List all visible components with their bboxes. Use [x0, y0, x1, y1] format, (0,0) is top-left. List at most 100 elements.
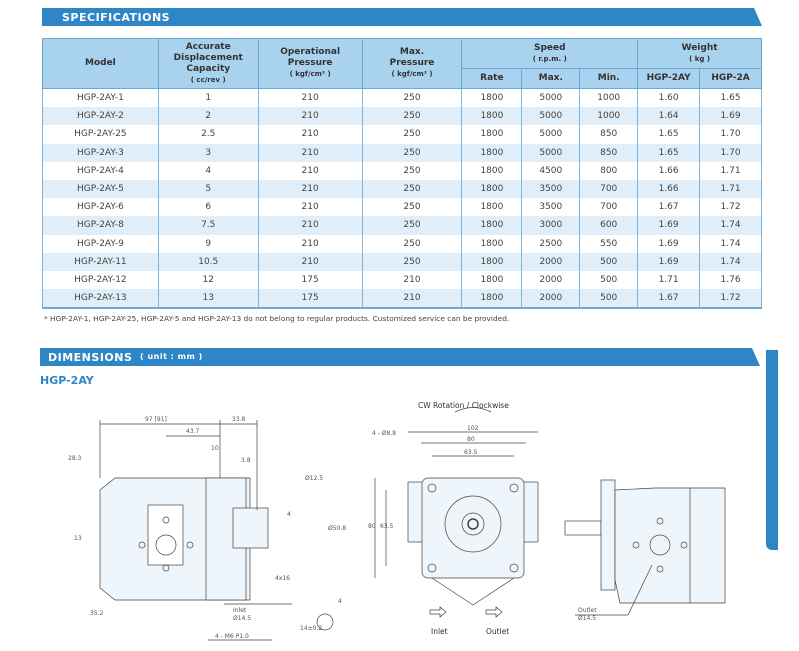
table-cell: 1.74: [699, 216, 762, 235]
table-cell: 210: [257, 198, 363, 217]
dim-label: Ø14.5: [578, 615, 596, 622]
table-cell: 10.5: [157, 252, 259, 271]
table-cell: 1.71: [699, 179, 762, 199]
table-cell: 210: [257, 143, 363, 162]
table-cell: 1.69: [637, 234, 701, 253]
table-cell: 1.67: [637, 198, 701, 217]
table-cell: 1.74: [699, 234, 762, 253]
table-cell: 250: [361, 179, 463, 199]
table-cell: 500: [579, 270, 639, 290]
dim-label: 3.8: [241, 457, 251, 464]
dim-label: 10: [211, 445, 219, 452]
dim-label: 28.3: [68, 455, 82, 462]
table-cell: 250: [361, 143, 463, 162]
table-cell: 2000: [521, 289, 581, 310]
table-row: HGP-2AY-5 5 210 250 1800 3500 700 1.66 1.71: [42, 179, 762, 199]
table-cell: 250: [361, 216, 463, 235]
table-cell: HGP-2AY-8: [42, 216, 159, 235]
table-cell: 7.5: [157, 216, 259, 235]
table-cell: HGP-2AY-4: [42, 161, 159, 180]
header-displacement: Accurate Displacement Capacity( cc/rev ): [157, 38, 259, 89]
table-cell: HGP-2AY-9: [42, 234, 159, 253]
table-cell: 850: [579, 143, 639, 162]
table-row: HGP-2AY-12 12 175 210 1800 2000 500 1.71 1.76: [42, 270, 762, 290]
table-cell: 6: [157, 198, 259, 217]
dimensions-header: DIMENSIONS ( unit : mm ): [40, 348, 760, 366]
table-cell: 1: [157, 88, 259, 108]
table-cell: 2: [157, 107, 259, 126]
table-cell: 1.69: [637, 216, 701, 235]
table-cell: 210: [257, 179, 363, 199]
dim-label: Ø12.5: [305, 475, 323, 482]
table-row: HGP-2AY-6 6 210 250 1800 3500 700 1.67 1.72: [42, 198, 762, 217]
table-cell: 250: [361, 107, 463, 126]
table-cell: HGP-2AY-5: [42, 179, 159, 199]
header-weight-2a: HGP-2A: [699, 68, 762, 89]
table-cell: HGP-2AY-1: [42, 88, 159, 108]
table-cell: 210: [257, 107, 363, 126]
table-row: HGP-2AY-2 2 210 250 1800 5000 1000 1.64 1.69: [42, 107, 762, 126]
table-cell: 250: [361, 161, 463, 180]
table-cell: HGP-2AY-13: [42, 289, 159, 310]
table-cell: 5: [157, 179, 259, 199]
table-cell: 1.71: [637, 270, 701, 290]
table-cell: 250: [361, 125, 463, 144]
header-weight: Weight( kg ): [637, 38, 762, 69]
table-cell: 1800: [461, 161, 523, 180]
table-cell: 210: [257, 125, 363, 144]
table-row: HGP-2AY-8 7.5 210 250 1800 3000 600 1.69 1.74: [42, 216, 762, 235]
table-cell: HGP-2AY-3: [42, 143, 159, 162]
table-cell: 5000: [521, 125, 581, 144]
table-cell: 5000: [521, 143, 581, 162]
model-heading: HGP-2AY: [40, 374, 94, 387]
header-rate: Rate: [461, 68, 523, 89]
inlet-label: Inlet: [431, 627, 448, 636]
dim-label: 63.5: [380, 523, 394, 530]
table-cell: 9: [157, 234, 259, 253]
table-cell: 3500: [521, 179, 581, 199]
dim-label: Ø50.8: [328, 525, 346, 532]
table-cell: 12: [157, 270, 259, 290]
table-row: HGP-2AY-3 3 210 250 1800 5000 850 1.65 1.70: [42, 143, 762, 162]
table-row: HGP-2AY-13 13 175 210 1800 2000 500 1.67 1.72: [42, 289, 762, 310]
table-cell: 1.65: [637, 143, 701, 162]
rotation-label: CW Rotation / Clockwise: [418, 401, 509, 410]
table-cell: 1.71: [699, 161, 762, 180]
dimensions-unit: ( unit : mm ): [140, 352, 203, 361]
header-model: Model: [42, 38, 159, 89]
dim-label: Outlet: [578, 607, 597, 614]
table-cell: 210: [361, 289, 463, 310]
table-cell: 1800: [461, 198, 523, 217]
dim-label: 4 - Ø8.8: [372, 430, 396, 437]
specifications-header: SPECIFICATIONS: [42, 8, 762, 26]
table-cell: 210: [257, 88, 363, 108]
side-accent-bar: [766, 350, 778, 550]
table-cell: 2500: [521, 234, 581, 253]
table-cell: HGP-2AY-12: [42, 270, 159, 290]
table-cell: 210: [257, 234, 363, 253]
table-cell: 1.72: [699, 198, 762, 217]
table-cell: 1.65: [699, 88, 762, 108]
rear-view-drawing: [564, 479, 726, 616]
table-cell: 1800: [461, 289, 523, 310]
header-speed-min: Min.: [579, 68, 639, 89]
table-cell: HGP-2AY-11: [42, 252, 159, 271]
table-cell: 5000: [521, 107, 581, 126]
table-cell: 700: [579, 198, 639, 217]
table-cell: HGP-2AY-2: [42, 107, 159, 126]
table-cell: 500: [579, 252, 639, 271]
table-cell: 1800: [461, 107, 523, 126]
dim-label: 102: [467, 425, 479, 432]
table-cell: 700: [579, 179, 639, 199]
table-cell: 1000: [579, 107, 639, 126]
dim-label: 43.7: [186, 428, 200, 435]
table-row: HGP-2AY-25 2.5 210 250 1800 5000 850 1.65 1.70: [42, 125, 762, 144]
table-cell: 1.72: [699, 289, 762, 310]
table-row: HGP-2AY-11 10.5 210 250 1800 2000 500 1.69 1.74: [42, 252, 762, 271]
table-cell: 800: [579, 161, 639, 180]
table-cell: 850: [579, 125, 639, 144]
table-cell: 210: [257, 216, 363, 235]
dim-label: 80: [467, 436, 475, 443]
dim-label: 33.8: [232, 416, 246, 423]
